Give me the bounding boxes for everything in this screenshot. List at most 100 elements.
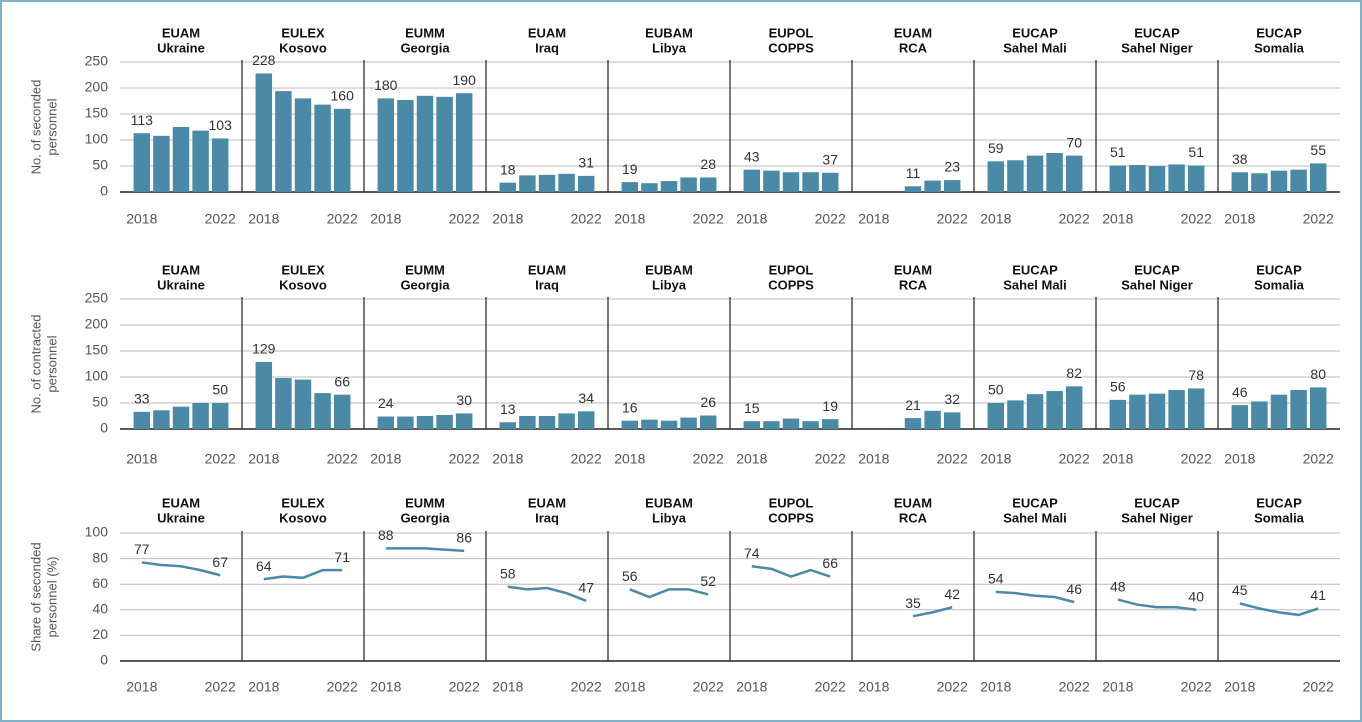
data-label: 37 — [822, 151, 838, 167]
y-tick-label: 60 — [92, 575, 108, 591]
bar — [1046, 153, 1063, 192]
panel-title: EUCAP — [1012, 262, 1058, 277]
panel-title: EUCAP — [1012, 495, 1058, 510]
bar — [660, 420, 678, 429]
bar — [1187, 388, 1205, 429]
x-tick-label: 2022 — [571, 679, 602, 695]
x-tick-label: 2018 — [370, 679, 401, 695]
panel-title: Sahel Mali — [1003, 277, 1067, 292]
panel-title: EUAM — [528, 495, 566, 510]
bar — [211, 138, 229, 192]
panel-title: EUAM — [528, 25, 566, 40]
panel-title: EUCAP — [1134, 495, 1180, 510]
bar — [904, 418, 922, 429]
data-label: 129 — [252, 341, 276, 357]
x-tick-label: 2018 — [980, 451, 1011, 467]
x-tick-label: 2022 — [205, 679, 236, 695]
x-tick-label: 2018 — [736, 679, 767, 695]
bar — [1109, 165, 1127, 192]
data-label: 35 — [905, 595, 921, 611]
data-label: 51 — [1110, 144, 1126, 160]
x-tick-label: 2022 — [571, 451, 602, 467]
y-tick-label: 80 — [92, 549, 108, 565]
bar — [943, 412, 961, 429]
bar — [1187, 165, 1205, 192]
bar — [743, 421, 761, 429]
bar — [1046, 391, 1063, 429]
bar — [1290, 169, 1307, 192]
data-label: 103 — [209, 117, 233, 133]
x-tick-label: 2022 — [693, 679, 724, 695]
bar — [333, 108, 351, 192]
panel-title: Georgia — [400, 277, 450, 292]
y-axis-label: personnel — [44, 335, 59, 392]
x-tick-label: 2022 — [1059, 451, 1090, 467]
bar — [519, 175, 536, 192]
x-tick-label: 2018 — [614, 211, 645, 227]
x-tick-label: 2018 — [858, 211, 889, 227]
panel-title: EUCAP — [1134, 25, 1180, 40]
x-tick-label: 2022 — [327, 451, 358, 467]
bar — [377, 416, 395, 429]
bar — [416, 416, 434, 429]
bar — [172, 406, 190, 429]
bar — [1129, 164, 1146, 192]
data-label: 54 — [988, 571, 1004, 587]
y-tick-label: 250 — [85, 290, 109, 306]
line — [751, 565, 831, 578]
bar — [699, 177, 717, 192]
bar — [1270, 394, 1288, 429]
y-tick-label: 100 — [85, 131, 109, 147]
data-label: 78 — [1188, 367, 1204, 383]
y-axis-label: No. of seconded — [28, 80, 43, 175]
bar — [1065, 155, 1083, 192]
bar — [192, 403, 209, 429]
panel-title: EUAM — [894, 25, 932, 40]
x-tick-label: 2022 — [449, 451, 480, 467]
x-tick-label: 2022 — [815, 679, 846, 695]
bar — [436, 96, 453, 192]
data-label: 56 — [1110, 379, 1126, 395]
data-label: 50 — [988, 382, 1004, 398]
y-axis-label: personnel (%) — [44, 557, 59, 638]
x-tick-label: 2018 — [980, 211, 1011, 227]
bar — [1109, 399, 1127, 429]
bar — [904, 186, 922, 192]
x-tick-label: 2018 — [492, 679, 523, 695]
bar — [1007, 400, 1024, 429]
panel-title: Somalia — [1254, 277, 1305, 292]
bar — [255, 361, 273, 429]
bar — [699, 415, 717, 429]
data-label: 80 — [1310, 366, 1326, 382]
data-label: 228 — [252, 52, 276, 68]
x-tick-label: 2018 — [492, 211, 523, 227]
bar — [987, 161, 1005, 192]
y-tick-label: 200 — [85, 316, 109, 332]
x-tick-label: 2018 — [614, 679, 645, 695]
data-label: 24 — [378, 395, 394, 411]
panel-title: EUMM — [405, 495, 445, 510]
bar — [275, 91, 292, 192]
bar — [416, 95, 434, 192]
x-tick-label: 2022 — [1181, 451, 1212, 467]
x-tick-label: 2022 — [571, 211, 602, 227]
line — [995, 590, 1075, 604]
data-label: 52 — [700, 573, 716, 589]
panel-title: EUAM — [162, 25, 200, 40]
x-tick-label: 2022 — [1181, 679, 1212, 695]
panel-title: EULEX — [281, 262, 325, 277]
panel-title: Iraq — [535, 510, 559, 525]
panel-title: EUCAP — [1134, 262, 1180, 277]
data-label: 56 — [622, 568, 638, 584]
x-tick-label: 2022 — [449, 211, 480, 227]
data-label: 34 — [578, 390, 594, 406]
bar — [641, 419, 658, 429]
bar — [821, 419, 839, 429]
data-label: 21 — [905, 397, 921, 413]
bar — [680, 177, 697, 192]
panel-title: COPPS — [768, 40, 814, 55]
line — [912, 606, 953, 618]
data-label: 113 — [131, 112, 154, 128]
panel-title: EUCAP — [1012, 25, 1058, 40]
